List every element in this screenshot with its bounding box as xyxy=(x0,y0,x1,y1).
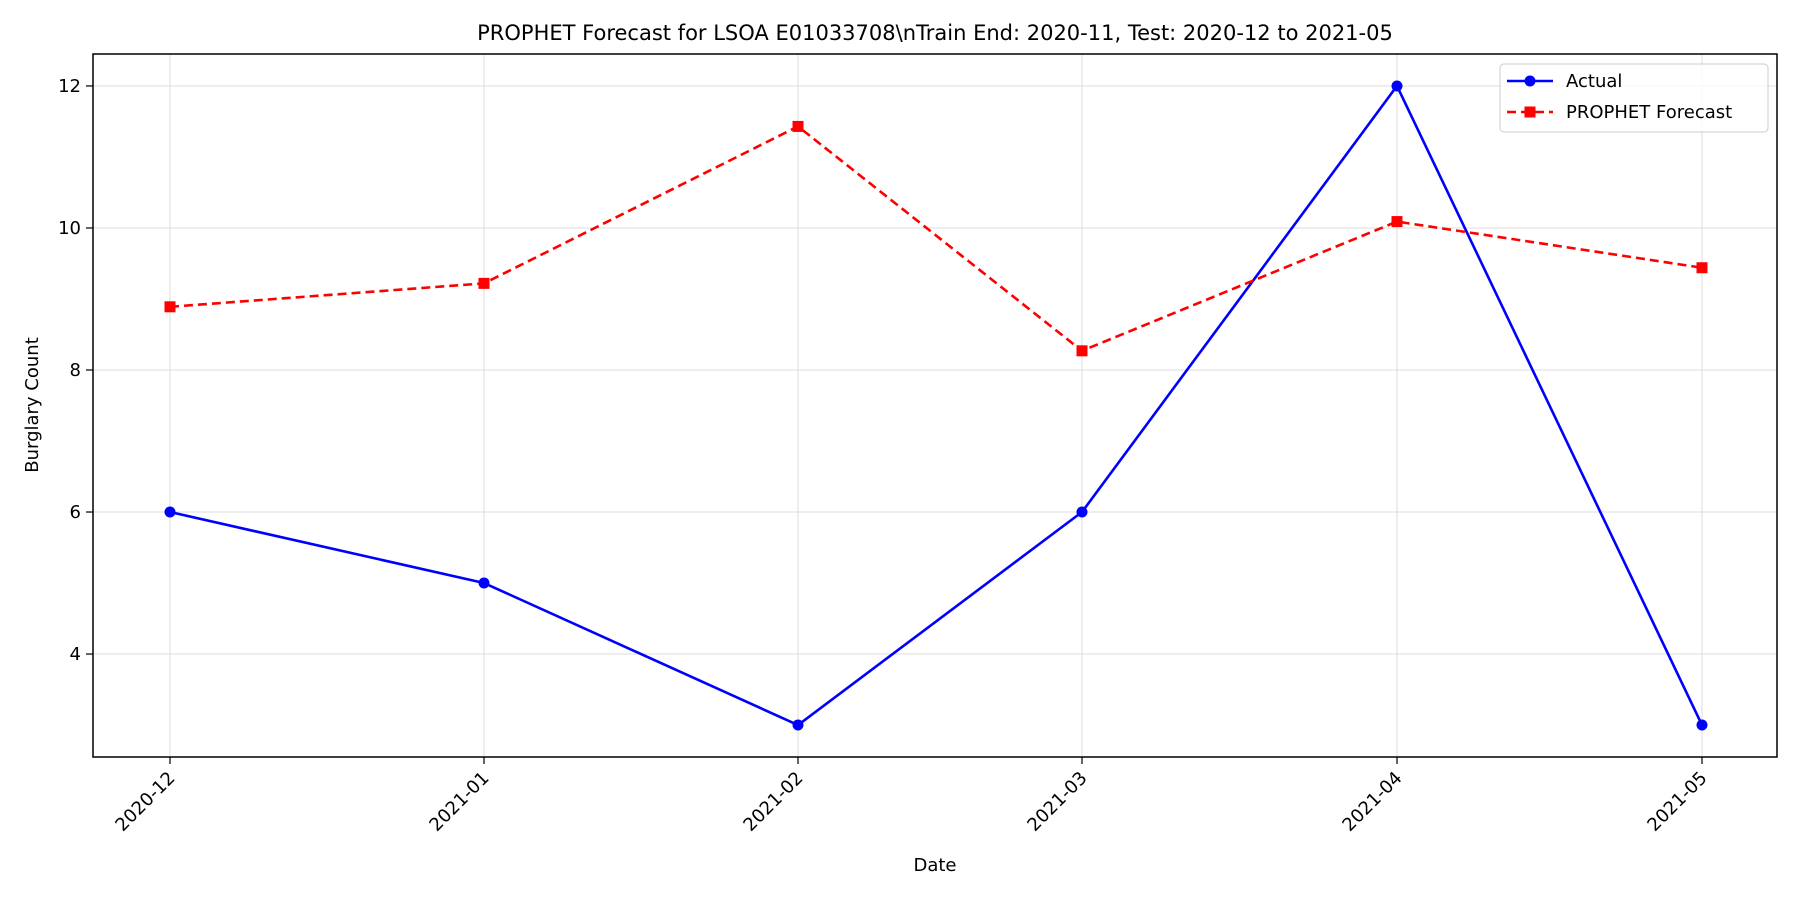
legend-item: PROPHET Forecast xyxy=(1507,102,1732,123)
data-point xyxy=(1696,719,1708,731)
y-tick-label: 6 xyxy=(70,502,81,523)
series-actual xyxy=(164,80,1708,731)
plot-frame xyxy=(92,53,1778,758)
grid xyxy=(93,54,1777,757)
data-point xyxy=(164,506,176,518)
data-point xyxy=(1391,80,1403,92)
x-tick-label: 2021-05 xyxy=(1643,768,1711,836)
legend-label: Actual xyxy=(1566,71,1622,92)
x-axis-label: Date xyxy=(913,855,956,876)
series-prophet-forecast xyxy=(164,120,1708,357)
data-point xyxy=(792,120,804,132)
data-point xyxy=(792,719,804,731)
legend: Actual PROPHET Forecast xyxy=(1499,63,1769,133)
data-point xyxy=(1076,506,1088,518)
data-point xyxy=(164,301,176,313)
x-tick-label: 2021-03 xyxy=(1023,768,1091,836)
y-tick-label: 10 xyxy=(58,218,81,239)
data-point xyxy=(478,277,490,289)
legend-marker xyxy=(1524,106,1536,118)
chart-title: PROPHET Forecast for LSOA E01033708\nTra… xyxy=(477,21,1393,45)
data-point xyxy=(1696,262,1708,274)
y-tick-label: 4 xyxy=(70,644,81,665)
y-axis: 4 6 8 10 12 xyxy=(58,76,93,665)
legend-box xyxy=(1499,63,1769,133)
series-line xyxy=(169,125,1703,353)
data-point xyxy=(1076,345,1088,357)
x-tick-label: 2021-04 xyxy=(1338,768,1406,836)
x-tick-label: 2021-02 xyxy=(739,768,807,836)
data-point xyxy=(1391,216,1403,228)
legend-label: PROPHET Forecast xyxy=(1566,102,1732,123)
data-point xyxy=(478,577,490,589)
legend-item: Actual xyxy=(1507,71,1622,92)
legend-marker xyxy=(1524,75,1536,87)
y-axis-label: Burglary Count xyxy=(22,337,43,473)
series-line xyxy=(169,84,1704,727)
x-axis: 2020-12 2021-01 2021-02 2021-03 2021-04 2021-… xyxy=(111,757,1712,836)
y-tick-label: 8 xyxy=(70,360,81,381)
y-tick-label: 12 xyxy=(58,76,81,97)
x-tick-label: 2020-12 xyxy=(111,768,179,836)
x-tick-label: 2021-01 xyxy=(425,768,493,836)
series-layer xyxy=(164,80,1708,731)
